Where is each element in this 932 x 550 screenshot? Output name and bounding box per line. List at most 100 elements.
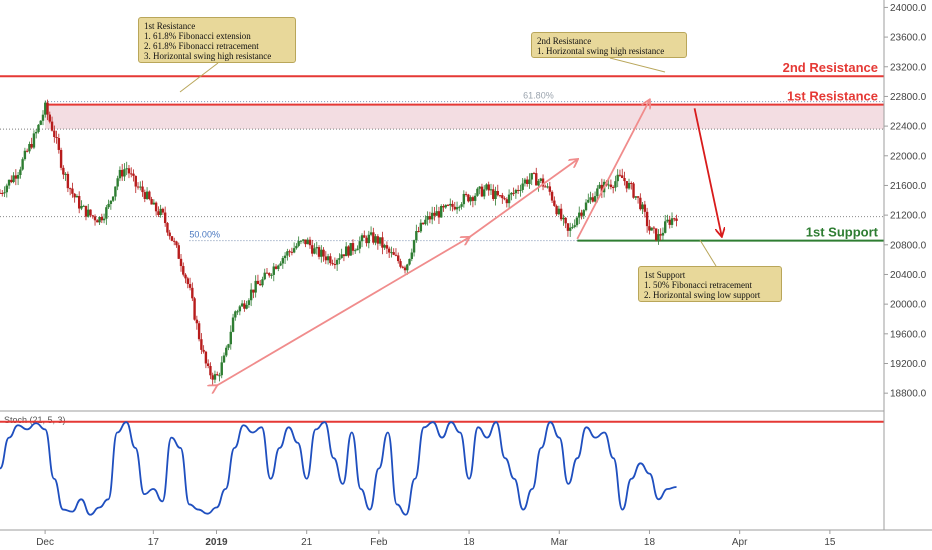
resistance-zone (45, 104, 884, 130)
time-tick-label: 2019 (205, 537, 228, 548)
time-tick-label: Apr (732, 537, 748, 548)
price-tick-label: 18800.0 (890, 389, 927, 400)
candle-body (600, 184, 604, 193)
candle-body (661, 232, 665, 236)
candle-body (467, 194, 470, 202)
candle-body (216, 374, 219, 376)
note-line: 1st Support (644, 270, 686, 280)
candle-body (55, 136, 58, 139)
candle-body (10, 179, 13, 183)
candle-body (657, 234, 660, 241)
candle-body (84, 205, 88, 217)
candle-body (231, 317, 235, 332)
candle-body (462, 193, 466, 205)
candle-body (464, 193, 468, 195)
candle-body (544, 186, 547, 188)
candle-body (0, 192, 2, 194)
price-tick-label: 24000.0 (890, 3, 927, 14)
candle-body (449, 203, 452, 206)
candle-body (209, 366, 212, 376)
candle-body (136, 186, 140, 188)
time-tick-label: 18 (463, 537, 475, 548)
candle-body (218, 375, 221, 377)
candle-body (157, 211, 160, 216)
candle-body (82, 205, 85, 207)
candle-body (109, 200, 113, 204)
candle-body (623, 177, 626, 182)
candle-body (460, 204, 463, 207)
candle-body (168, 232, 171, 237)
candle-body (197, 323, 201, 340)
candle-body (66, 173, 70, 189)
price-tick-label: 22000.0 (890, 151, 927, 162)
candle-body (435, 211, 438, 216)
candle-body (636, 196, 640, 198)
candle-body (548, 186, 552, 192)
candle-body (358, 241, 361, 249)
candle-body (238, 306, 242, 312)
candle-body (279, 263, 282, 266)
candle-body (532, 173, 536, 175)
candle-body (290, 251, 294, 253)
candle-body (365, 237, 368, 244)
candle-body (354, 250, 357, 252)
note-line: 2. 61.8% Fibonacci retracement (144, 41, 259, 51)
candle-body (329, 256, 332, 264)
price-tick-label: 23200.0 (890, 62, 927, 73)
price-tick-label: 21200.0 (890, 211, 927, 222)
candle-body (182, 266, 185, 275)
candle-body (105, 207, 108, 219)
candle-body (641, 204, 644, 210)
candle-body (494, 190, 497, 199)
candle-body (254, 280, 257, 293)
note-pointer (609, 57, 666, 73)
candle-body (62, 167, 65, 175)
candle-body (236, 311, 239, 313)
candle-body (415, 231, 418, 241)
candle-body (125, 168, 128, 170)
candle-body (387, 248, 391, 253)
candle-body (611, 187, 615, 189)
candle-body (93, 216, 97, 221)
note-pointer (179, 62, 219, 93)
candle-body (537, 180, 540, 186)
candle-body (516, 189, 520, 191)
price-tick-label: 22800.0 (890, 92, 927, 103)
candle-body (473, 195, 477, 201)
trend-arrow (693, 108, 722, 236)
candle-body (555, 205, 558, 215)
candle-body (476, 188, 479, 196)
candle-body (114, 186, 117, 197)
candle-body (202, 349, 205, 352)
candle-body (213, 374, 217, 380)
stochastic-indicator-label: Stoch (21, 5, 3) (4, 415, 66, 425)
candle-body (186, 278, 189, 285)
candle-body (154, 202, 158, 212)
candle-body (360, 235, 364, 242)
candle-body (166, 223, 169, 233)
candle-body (1, 192, 4, 194)
candle-body (587, 199, 590, 203)
candle-body (333, 264, 337, 266)
candle-body (177, 245, 180, 259)
candle-body (580, 212, 583, 216)
candle-body (5, 185, 8, 193)
candle-body (200, 339, 203, 350)
candle-body (308, 239, 312, 246)
candle-body (541, 178, 545, 187)
candle-body (485, 184, 488, 190)
candle-body (193, 298, 196, 320)
candle-body (621, 175, 624, 178)
candle-body (553, 200, 556, 206)
candle-body (245, 304, 248, 309)
candle-body (505, 199, 509, 204)
candle-body (510, 192, 513, 195)
candle-body (159, 208, 162, 216)
candle-body (57, 138, 61, 150)
candle-body (240, 303, 244, 307)
candle-body (161, 208, 165, 213)
candle-body (487, 184, 490, 191)
candle-body (234, 311, 237, 318)
candle-body (645, 211, 649, 227)
candle-body (170, 236, 174, 241)
